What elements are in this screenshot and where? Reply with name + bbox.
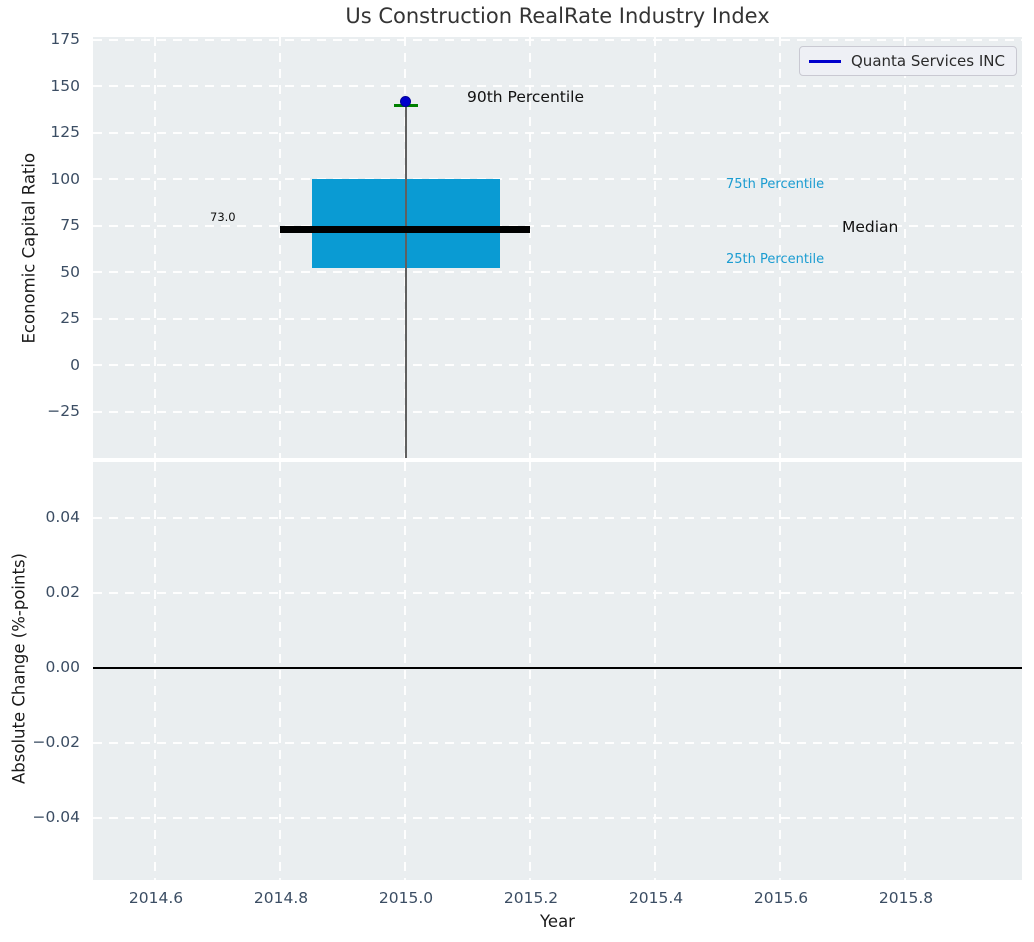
ytick-label: 0 [70,356,80,374]
ytick-label: 25 [60,309,80,327]
gridline [779,37,781,458]
gridline [93,411,1022,413]
x-axis-label: Year [540,912,575,931]
top-plot-area: 90th Percentile 75th Percentile Median 2… [93,37,1022,458]
xtick-label: 2014.8 [253,889,309,907]
y-axis-ticks: 175 150 125 100 75 50 25 0 −25 0.04 0.02… [0,0,81,942]
company-point-marker [400,96,411,107]
gridline [93,271,1022,273]
xtick-label: 2015.4 [628,889,684,907]
ytick-label: 175 [50,30,80,48]
gridline [93,517,1022,519]
legend-label: Quanta Services INC [851,52,1005,70]
gridline [654,37,656,458]
gridline [93,132,1022,134]
y-axis-label-top: Economic Capital Ratio [19,152,39,344]
gridline [904,37,906,458]
chart-title: Us Construction RealRate Industry Index [345,4,770,28]
bottom-plot-area [93,462,1022,880]
gridline [93,318,1022,320]
gridline [93,817,1022,819]
ytick-label: −0.02 [32,733,81,751]
ytick-label: 0.00 [45,658,80,676]
gridline [93,85,1022,87]
gridline [279,37,281,458]
xtick-label: 2014.6 [128,889,184,907]
gridline [93,225,1022,227]
legend: Quanta Services INC [799,46,1017,76]
ytick-label: −25 [47,402,80,420]
xtick-label: 2015.2 [503,889,559,907]
ytick-label: 150 [50,77,80,95]
gridline [93,178,1022,180]
annotation-90th-percentile: 90th Percentile [467,88,585,106]
gridline [279,462,281,880]
gridline [154,462,156,880]
whisker-line [405,101,407,458]
gridline [779,462,781,880]
ytick-label: 0.02 [45,583,80,601]
xtick-label: 2015.0 [378,889,434,907]
median-line [280,226,530,233]
annotation-median: Median [842,218,899,236]
ytick-label: 75 [60,216,80,234]
annotation-25th-percentile: 25th Percentile [726,252,825,267]
gridline [93,742,1022,744]
gridline [93,364,1022,366]
gridline [93,592,1022,594]
gridline [904,462,906,880]
gridline [404,462,406,880]
ytick-label: −0.04 [32,808,81,826]
zero-reference-line [93,667,1022,669]
ytick-label: 50 [60,263,80,281]
gridline [529,462,531,880]
gridline [529,37,531,458]
gridline [154,37,156,458]
ytick-label: 100 [50,170,80,188]
median-value-label: 73.0 [210,210,236,224]
y-axis-label-bottom: Absolute Change (%-points) [9,553,29,784]
xtick-label: 2015.6 [753,889,809,907]
annotation-75th-percentile: 75th Percentile [726,177,825,192]
ytick-label: 125 [50,123,80,141]
ytick-label: 0.04 [45,508,80,526]
legend-line-icon [809,59,841,63]
gridline [654,462,656,880]
xtick-label: 2015.8 [878,889,934,907]
gridline [93,39,1022,41]
